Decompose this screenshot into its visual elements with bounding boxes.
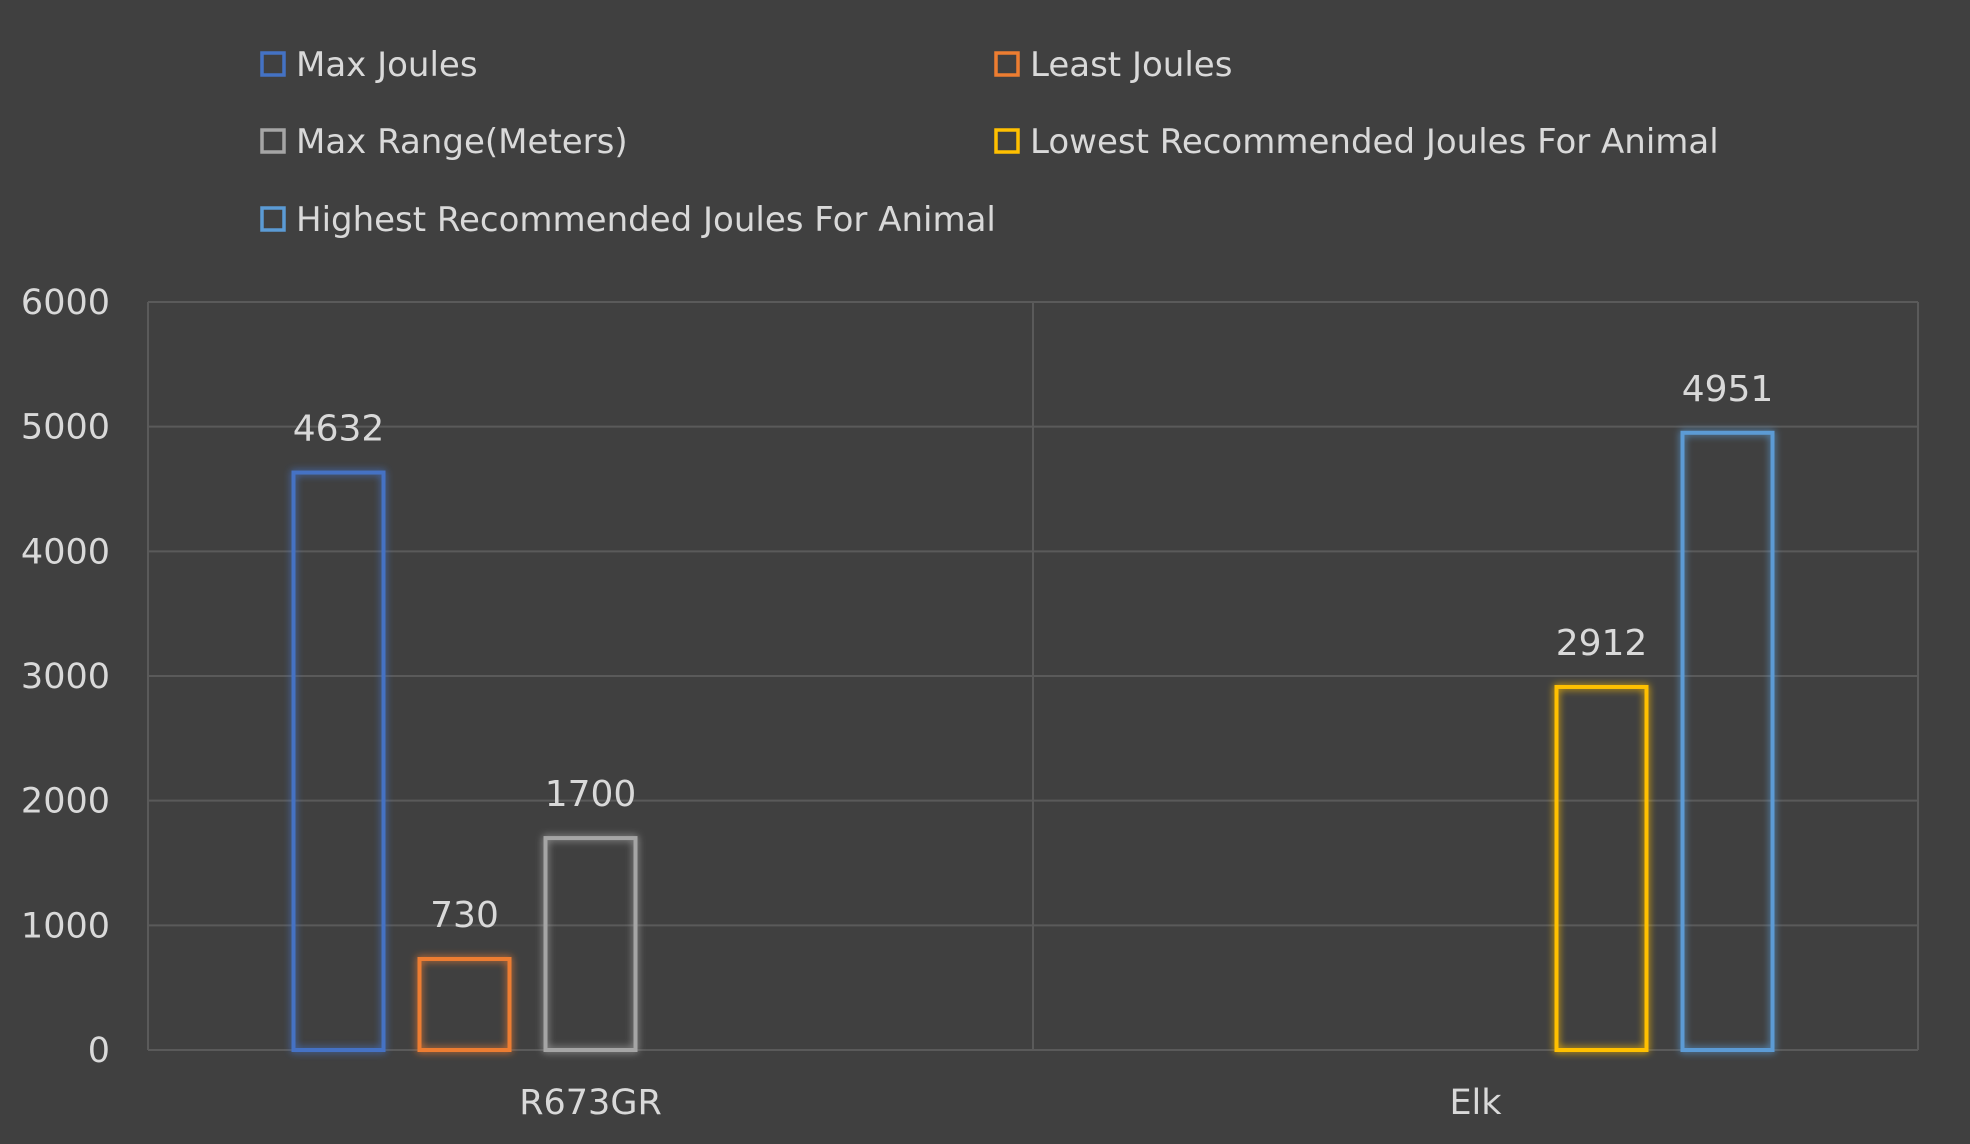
bar [417,956,512,1053]
data-label: 2912 [1556,623,1648,664]
legend-label: Max Joules [296,45,478,85]
legend-swatch [994,128,1020,154]
gridlines [147,301,1919,1051]
legend-swatch [994,51,1020,77]
axes: 0 1000 2000 3000 4000 5000 6000 R673GR Elk [21,283,1502,1123]
legend-swatch [260,51,286,77]
legend-swatch [260,128,286,154]
x-tick-label: Elk [1449,1083,1502,1123]
y-tick-label: 5000 [21,408,110,448]
y-tick-label: 3000 [21,657,110,697]
y-tick-label: 4000 [21,532,110,572]
y-tick-label: 1000 [21,906,110,946]
legend-label: Lowest Recommended Joules For Animal [1030,122,1719,162]
y-tick-label: 0 [88,1031,110,1071]
legend-label: Highest Recommended Joules For Animal [296,200,996,240]
data-label: 4951 [1682,369,1774,410]
legend: Max Joules Least Joules Max Range(Meters) L… [260,45,1719,240]
bar [1680,430,1775,1052]
y-tick-label: 6000 [21,283,110,323]
legend-swatch [260,206,286,232]
legend-label: Max Range(Meters) [296,122,628,162]
bar [291,470,386,1052]
data-labels: 4632 730 1700 2912 4951 [293,369,1774,936]
data-label: 4632 [293,409,385,450]
bar [543,836,638,1052]
data-label: 730 [430,895,499,936]
bar [1554,684,1649,1052]
x-tick-label: R673GR [519,1083,662,1123]
data-label: 1700 [545,774,637,815]
legend-label: Least Joules [1030,45,1232,85]
y-tick-label: 2000 [21,782,110,822]
bars [291,430,1775,1053]
